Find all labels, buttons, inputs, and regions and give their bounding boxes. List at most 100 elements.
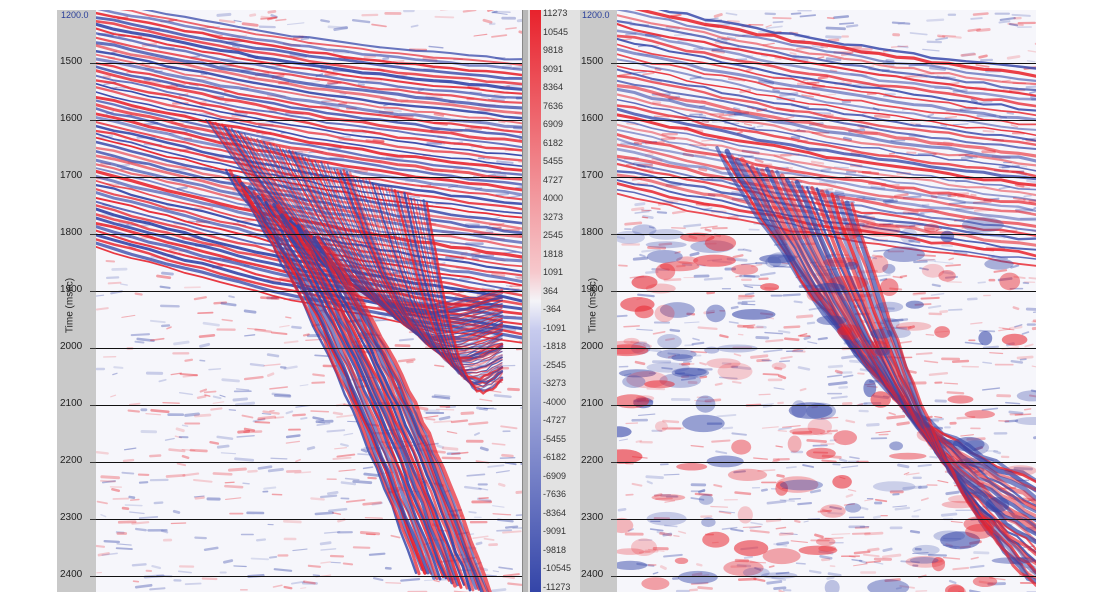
- colorbar-label: -9091: [543, 526, 567, 537]
- background-noise: [270, 457, 288, 460]
- amplitude-blob: [657, 334, 682, 349]
- background-noise: [159, 285, 171, 289]
- background-noise: [1023, 408, 1032, 411]
- background-noise: [737, 295, 753, 300]
- background-noise: [314, 354, 329, 358]
- background-noise: [653, 115, 670, 118]
- background-noise: [711, 439, 731, 443]
- amplitude-blob: [705, 304, 726, 323]
- background-noise: [475, 541, 483, 546]
- background-noise: [785, 466, 797, 469]
- amplitude-blob: [923, 223, 940, 233]
- background-noise: [658, 242, 673, 246]
- amplitude-blob: [978, 331, 993, 346]
- colorbar-label: 8364: [543, 82, 564, 93]
- background-noise: [1033, 436, 1036, 440]
- toe-reflector: [248, 184, 436, 580]
- background-noise: [641, 209, 652, 212]
- background-noise: [351, 18, 371, 24]
- background-noise: [797, 333, 808, 337]
- upper-reflector: [96, 36, 522, 104]
- background-noise: [694, 399, 712, 403]
- background-noise: [874, 498, 888, 503]
- background-noise: [302, 580, 316, 585]
- background-noise: [890, 45, 909, 48]
- background-noise: [117, 520, 137, 524]
- background-noise: [252, 418, 266, 423]
- background-noise: [409, 195, 421, 199]
- background-noise: [257, 417, 266, 421]
- background-noise: [428, 45, 444, 49]
- background-noise: [953, 250, 968, 255]
- left-time-tick-mark: [90, 462, 96, 463]
- background-noise: [231, 45, 240, 49]
- background-noise: [224, 484, 244, 489]
- background-noise: [674, 251, 681, 254]
- background-noise: [773, 586, 787, 590]
- right-time-gridline: [617, 576, 1036, 577]
- background-noise: [1008, 325, 1023, 330]
- toe-reflector: [264, 200, 448, 580]
- background-noise: [919, 267, 929, 271]
- background-noise: [242, 482, 250, 485]
- background-noise: [937, 34, 946, 38]
- amplitude-blob: [659, 302, 695, 318]
- background-noise: [756, 358, 770, 363]
- amplitude-blob: [617, 344, 649, 357]
- background-noise: [682, 152, 695, 158]
- right-seismic-section[interactable]: [617, 10, 1036, 592]
- background-noise: [982, 361, 993, 365]
- left-seismic-section[interactable]: [96, 10, 522, 592]
- upper-reflector: [96, 124, 522, 206]
- background-noise: [972, 200, 992, 204]
- left-time-tick-label: 2100: [60, 398, 83, 409]
- amplitude-blob: [806, 287, 826, 302]
- background-noise: [845, 419, 856, 424]
- background-noise: [743, 555, 754, 559]
- background-noise: [478, 487, 489, 491]
- background-noise: [332, 456, 352, 460]
- background-noise: [929, 455, 938, 459]
- right-time-tick-mark: [611, 405, 617, 406]
- background-noise: [754, 158, 764, 164]
- background-noise: [400, 577, 421, 582]
- background-noise: [899, 585, 915, 589]
- amplitude-blob: [965, 524, 994, 539]
- background-noise: [285, 434, 301, 439]
- background-noise: [196, 395, 207, 400]
- background-noise: [690, 444, 704, 448]
- toe-reflector: [240, 181, 430, 575]
- background-noise: [973, 551, 990, 555]
- background-noise: [854, 526, 870, 529]
- background-noise: [504, 525, 519, 529]
- background-noise: [817, 336, 828, 341]
- upper-reflector: [617, 14, 1036, 85]
- background-noise: [182, 472, 200, 477]
- upper-reflector: [617, 37, 1036, 112]
- background-noise: [681, 263, 693, 267]
- right-time-gridline: [617, 177, 1036, 178]
- background-noise: [731, 365, 752, 371]
- background-noise: [806, 438, 827, 443]
- background-noise: [311, 381, 326, 384]
- background-noise: [362, 501, 383, 506]
- amplitude-blob: [644, 380, 675, 389]
- background-noise: [241, 414, 254, 419]
- background-noise: [516, 18, 522, 23]
- background-noise: [174, 435, 183, 439]
- background-noise: [661, 367, 673, 370]
- background-noise: [507, 387, 520, 392]
- colorbar-label: -4727: [543, 415, 567, 426]
- background-noise: [750, 521, 763, 526]
- background-noise: [825, 35, 842, 39]
- amplitude-blob: [938, 270, 956, 282]
- background-noise: [865, 560, 882, 564]
- background-noise: [691, 341, 705, 346]
- background-noise: [130, 333, 151, 337]
- background-noise: [913, 292, 926, 295]
- background-noise: [445, 406, 456, 409]
- upper-reflector: [617, 189, 1036, 260]
- background-noise: [873, 249, 890, 252]
- background-noise: [873, 561, 884, 565]
- background-noise: [136, 337, 155, 343]
